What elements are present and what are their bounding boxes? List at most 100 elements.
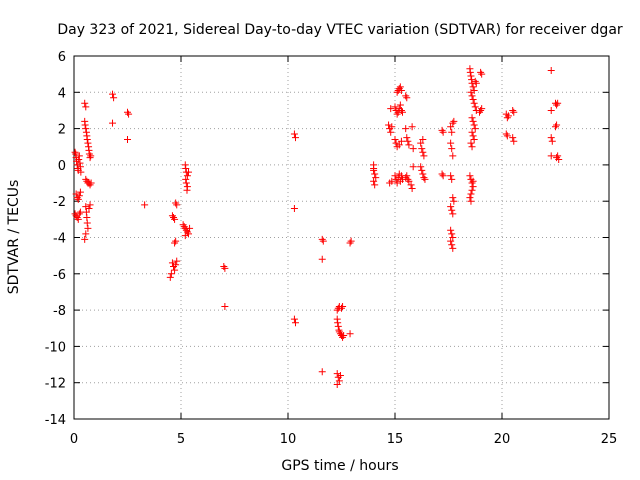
- data-point: [290, 315, 298, 323]
- data-point: [447, 203, 455, 211]
- data-point: [370, 165, 378, 173]
- data-point: [73, 214, 81, 222]
- data-point: [87, 179, 95, 187]
- data-point: [470, 121, 478, 129]
- data-point: [397, 86, 405, 94]
- data-point: [109, 119, 117, 127]
- data-point: [449, 234, 457, 241]
- data-point: [448, 230, 456, 238]
- data-point: [83, 219, 91, 227]
- data-point: [469, 83, 477, 91]
- data-point: [477, 68, 485, 76]
- data-point: [402, 125, 410, 133]
- data-point: [182, 175, 190, 183]
- data-point: [439, 172, 447, 180]
- data-point: [333, 370, 341, 378]
- data-point: [547, 152, 555, 160]
- data-point: [388, 123, 396, 131]
- data-point: [449, 152, 457, 160]
- data-point: [393, 110, 401, 118]
- data-point: [168, 212, 176, 220]
- data-point: [447, 172, 455, 180]
- data-point: [371, 181, 379, 189]
- data-point: [470, 135, 478, 143]
- data-point: [468, 179, 476, 187]
- data-point: [387, 128, 395, 136]
- x-tick-label: 20: [494, 432, 511, 447]
- data-point: [469, 117, 477, 125]
- data-point: [470, 99, 478, 107]
- data-point: [85, 204, 93, 212]
- data-point: [391, 172, 399, 180]
- data-point: [109, 90, 117, 98]
- data-point: [469, 132, 477, 140]
- data-point: [404, 175, 412, 183]
- data-point: [405, 177, 413, 185]
- axis-ticks: 0 5 10 15 20 25 -14 -12 -10 -8 -6 -4 -2 0 2 4 6: [45, 50, 618, 447]
- data-point: [86, 154, 94, 162]
- data-point: [418, 145, 426, 153]
- data-point: [467, 197, 475, 205]
- data-point: [167, 270, 175, 278]
- y-tick-label: 2: [58, 123, 66, 138]
- data-point: [82, 230, 90, 238]
- data-point: [166, 273, 174, 281]
- y-tick-label: 0: [58, 159, 66, 174]
- data-point: [75, 210, 83, 218]
- data-point: [468, 92, 476, 100]
- data-point: [502, 130, 510, 138]
- data-point: [468, 143, 476, 151]
- data-point: [172, 261, 180, 269]
- data-point: [548, 137, 556, 145]
- data-point: [81, 99, 89, 107]
- data-point: [124, 135, 131, 143]
- data-point: [170, 214, 178, 222]
- data-point: [75, 155, 83, 163]
- y-tick-label: -10: [45, 340, 66, 355]
- data-point: [509, 134, 517, 142]
- data-point: [449, 194, 457, 202]
- data-point: [182, 179, 190, 187]
- y-tick-label: -2: [53, 195, 66, 210]
- data-point: [419, 148, 427, 156]
- data-point: [468, 114, 476, 122]
- data-point: [476, 108, 484, 116]
- data-point: [449, 244, 457, 252]
- data-point: [403, 134, 411, 142]
- data-point: [125, 110, 133, 118]
- data-point: [124, 108, 131, 116]
- data-point: [504, 112, 512, 120]
- data-point: [554, 152, 562, 160]
- data-point: [467, 72, 475, 80]
- data-point: [439, 128, 447, 136]
- data-point: [438, 126, 446, 134]
- data-point: [336, 330, 344, 338]
- data-point: [77, 168, 85, 176]
- data-point: [84, 139, 92, 147]
- data-point: [86, 201, 94, 209]
- data-point: [184, 230, 192, 238]
- data-point: [467, 88, 475, 96]
- data-point: [467, 139, 475, 147]
- data-point: [398, 108, 406, 116]
- data-point: [397, 106, 405, 114]
- data-point: [179, 221, 187, 229]
- data-point: [290, 204, 298, 212]
- data-point: [553, 121, 561, 129]
- data-point: [478, 105, 486, 113]
- data-point: [183, 186, 191, 194]
- y-tick-label: -8: [53, 304, 66, 319]
- data-point: [372, 174, 380, 182]
- data-point: [407, 181, 415, 189]
- data-point: [447, 237, 455, 245]
- grid: [74, 56, 609, 419]
- data-point: [173, 257, 181, 265]
- y-tick-label: -6: [53, 268, 66, 283]
- data-point: [335, 328, 343, 336]
- y-axis-label: SDTVAR / TECUs: [6, 180, 22, 295]
- data-point: [82, 103, 90, 111]
- data-point: [182, 165, 190, 173]
- data-point: [469, 96, 477, 104]
- data-point: [333, 306, 341, 314]
